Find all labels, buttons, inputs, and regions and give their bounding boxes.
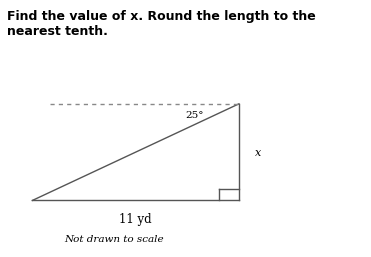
Text: Not drawn to scale: Not drawn to scale: [65, 235, 164, 244]
Text: 11 yd: 11 yd: [119, 214, 152, 226]
Text: Find the value of x. Round the length to the nearest tenth.: Find the value of x. Round the length to…: [7, 10, 316, 38]
Text: x: x: [255, 148, 261, 158]
Text: 25°: 25°: [186, 111, 204, 120]
